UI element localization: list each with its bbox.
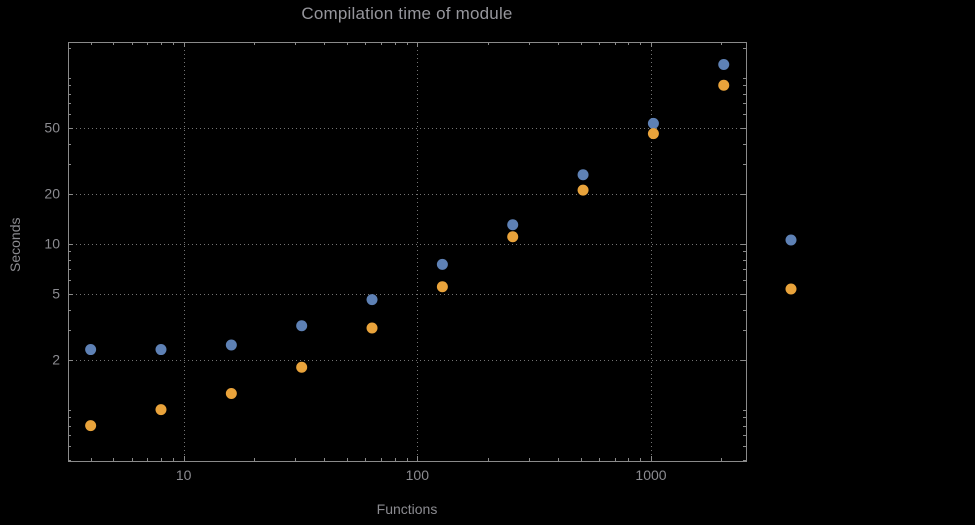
data-point-orange-series <box>577 184 589 196</box>
x-tick-label: 10 <box>176 467 192 483</box>
data-point-orange-series <box>436 281 448 293</box>
data-point-orange-series <box>155 404 167 416</box>
data-point-blue-series <box>155 344 167 356</box>
data-point-orange-series <box>718 79 730 91</box>
x-tick-label: 1000 <box>635 467 666 483</box>
data-point-blue-series <box>85 344 97 356</box>
y-tick-label: 50 <box>44 120 60 136</box>
legend-marker-orange <box>785 283 797 295</box>
data-point-blue-series <box>296 320 308 332</box>
legend-marker-blue <box>785 234 797 246</box>
data-point-blue-series <box>436 258 448 270</box>
data-point-blue-series <box>718 59 730 71</box>
data-point-blue-series <box>225 339 237 351</box>
y-tick-label: 2 <box>52 352 60 368</box>
y-tick-label: 5 <box>52 286 60 302</box>
data-point-blue-series <box>507 219 519 231</box>
x-tick-label: 100 <box>406 467 430 483</box>
x-axis-label: Functions <box>376 501 438 517</box>
y-tick-label: 20 <box>44 186 60 202</box>
data-point-orange-series <box>85 420 97 432</box>
data-point-blue-series <box>366 294 378 306</box>
data-point-orange-series <box>366 322 378 334</box>
plot-frame <box>68 42 747 462</box>
data-point-orange-series <box>225 388 237 400</box>
data-point-orange-series <box>296 361 308 373</box>
data-point-orange-series <box>647 128 659 140</box>
data-point-blue-series <box>577 169 589 181</box>
chart-title: Compilation time of module <box>301 4 513 23</box>
y-tick-label: 10 <box>44 236 60 252</box>
data-point-orange-series <box>507 231 519 243</box>
data-point-blue-series <box>647 117 659 129</box>
